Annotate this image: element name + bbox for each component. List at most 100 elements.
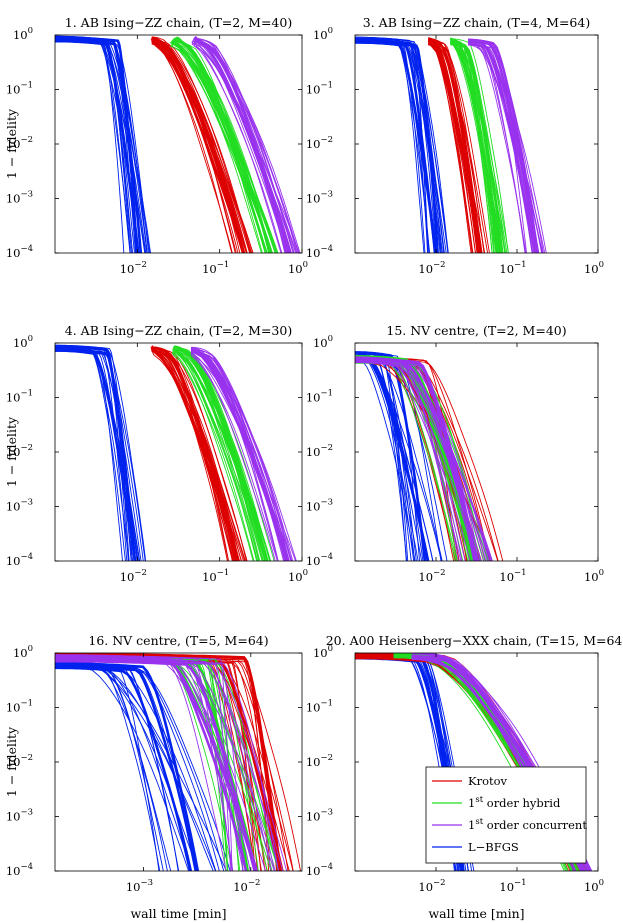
series-curve xyxy=(55,667,225,871)
x-tick-label: 10−3 xyxy=(126,878,153,894)
series-curve xyxy=(450,38,509,253)
y-tick-label: 10−1 xyxy=(6,389,33,405)
legend-entry: Krotov xyxy=(468,774,508,788)
series-curve xyxy=(174,346,271,561)
series-curve xyxy=(169,42,277,253)
y-tick-label: 10−4 xyxy=(6,552,33,568)
series-curve xyxy=(191,349,294,561)
x-tick-label: 10−1 xyxy=(499,568,526,584)
series-curve xyxy=(176,41,266,253)
series-curve xyxy=(450,38,508,253)
y-axis-label: 1 − fidelity xyxy=(4,416,19,487)
series-curve xyxy=(55,660,231,871)
panel-title: 3. AB Ising−ZZ chain, (T=4, M=64) xyxy=(363,15,590,30)
series-curve xyxy=(355,354,421,561)
series-curve xyxy=(151,37,244,253)
series-curve xyxy=(174,348,258,561)
y-tick-label: 10−2 xyxy=(6,135,33,151)
series-curve xyxy=(151,351,229,561)
x-tick-label: 10−2 xyxy=(120,568,147,584)
series-l-bfgs xyxy=(55,35,151,253)
series-curve xyxy=(194,42,283,253)
series-1st-order-concurrent xyxy=(355,356,493,561)
series-curve xyxy=(55,41,151,253)
series-1st-order-concurrent xyxy=(191,36,301,253)
y-axis-label: 1 − fidelity xyxy=(4,108,19,179)
series-curve xyxy=(190,352,276,561)
panel-5: 16. NV centre, (T=5, M=64) 100 10−1 10−2 10−… xyxy=(4,633,303,921)
y-tick-label: 10−3 xyxy=(306,498,333,514)
series-curve xyxy=(355,36,445,253)
series-curve xyxy=(355,358,490,561)
series-curve xyxy=(355,359,493,561)
y-tick-label: 10−2 xyxy=(306,135,333,151)
y-tick-label: 100 xyxy=(313,334,333,350)
y-tick-label: 10−1 xyxy=(306,81,333,97)
series-curve xyxy=(191,352,287,561)
series-curve xyxy=(468,38,533,253)
series-curve xyxy=(191,38,295,253)
series-curve xyxy=(55,656,227,871)
series-curve xyxy=(55,346,130,561)
series-curve xyxy=(191,349,279,561)
plot-area xyxy=(55,653,301,871)
legend-entry: 1st order concurrent xyxy=(468,817,587,832)
series-curve xyxy=(355,352,442,561)
panel-4: 15. NV centre, (T=2, M=40) 100 10−1 10−2 10−… xyxy=(306,323,604,584)
series-curve xyxy=(468,41,540,253)
x-tick-label: 10−2 xyxy=(233,878,260,894)
plot-area xyxy=(55,344,297,561)
series-curve xyxy=(194,38,298,253)
y-tick-label: 10−4 xyxy=(6,862,33,878)
series-curve xyxy=(55,658,272,871)
x-tick-label: 10−1 xyxy=(202,260,229,276)
legend-entry: L−BFGS xyxy=(468,840,519,854)
series-curve xyxy=(55,662,180,871)
y-tick-label: 10−2 xyxy=(6,443,33,459)
panel-title: 20. A00 Heisenberg−XXX chain, (T=15, M=6… xyxy=(326,633,623,648)
series-krotov xyxy=(150,345,248,561)
series-curve xyxy=(151,38,248,253)
y-tick-label: 10−3 xyxy=(6,808,33,824)
series-curve xyxy=(355,39,437,253)
series-curve xyxy=(191,346,292,561)
series-1st-order-hybrid xyxy=(449,37,509,253)
series-curve xyxy=(355,39,437,253)
series-curve xyxy=(191,347,287,561)
x-tick-label: 10−2 xyxy=(418,260,445,276)
series-krotov xyxy=(427,37,490,253)
x-tick-label: 10−1 xyxy=(202,568,229,584)
series-curve xyxy=(151,348,244,561)
series-curve xyxy=(55,349,126,561)
y-tick-label: 10−4 xyxy=(6,244,33,260)
series-curve xyxy=(174,349,271,561)
series-curve xyxy=(194,39,297,253)
series-curve xyxy=(55,664,220,871)
x-tick-label: 10−1 xyxy=(499,878,526,894)
y-tick-label: 10−3 xyxy=(6,190,33,206)
x-tick-label: 100 xyxy=(288,568,308,584)
series-curve xyxy=(55,37,131,253)
series-1st-order-hybrid xyxy=(171,345,275,561)
y-tick-label: 10−2 xyxy=(306,443,333,459)
x-tick-label: 10−1 xyxy=(499,260,526,276)
series-1st-order-concurrent xyxy=(190,346,297,561)
y-tick-label: 10−3 xyxy=(6,498,33,514)
series-curve xyxy=(450,41,498,253)
series-curve xyxy=(55,666,168,871)
x-axis-label: wall time [min] xyxy=(428,906,524,921)
plot-area xyxy=(55,35,301,253)
legend-entry: 1st order hybrid xyxy=(468,795,561,810)
series-curve xyxy=(55,345,147,561)
y-tick-label: 10−1 xyxy=(6,699,33,715)
y-tick-label: 10−1 xyxy=(306,389,333,405)
series-curve xyxy=(55,38,147,253)
y-tick-label: 10−2 xyxy=(306,753,333,769)
series-curve xyxy=(55,658,255,871)
series-curve xyxy=(151,39,233,253)
series-curve xyxy=(171,37,268,253)
panel-title: 4. AB Ising−ZZ chain, (T=2, M=30) xyxy=(65,323,292,338)
series-curve xyxy=(55,653,284,871)
panel-3: 4. AB Ising−ZZ chain, (T=2, M=30) 100 10−1… xyxy=(4,323,308,584)
